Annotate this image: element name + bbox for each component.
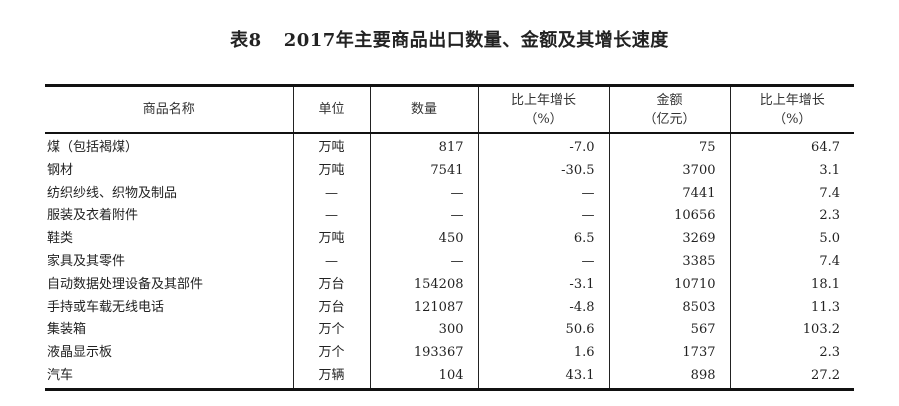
cell-amount-growth: 18.1 [729,273,854,297]
cell-amount: 3385 [608,250,730,274]
cell-quantity: — [369,250,478,274]
cell-amount-growth: 11.3 [729,296,854,320]
header-name: 商品名称 [142,102,195,117]
cell-unit: 万辆 [292,364,370,390]
cell-amount-growth: 27.2 [729,364,854,390]
cell-amount-growth: 5.0 [729,228,854,251]
cell-quantity-growth: -30.5 [477,159,609,183]
cell-unit: 万个 [292,342,370,365]
table-row: 煤（包括褐煤） 万吨 817 -7.0 75 64.7 [45,133,854,160]
cell-amount-growth: 7.4 [729,250,854,274]
cell-unit: — [292,205,370,229]
table-row: 纺织纱线、织物及制品 — — —7441 7.4 [45,182,854,206]
cell-amount: 10710 [608,273,730,297]
cell-unit: 万吨 [292,228,370,251]
cell-amount: 7441 [608,182,730,206]
cell-amount: 8503 [608,296,730,320]
cell-name: 家具及其零件 [47,253,126,269]
header-quantity-growth: 比上年增长 （%） [477,85,609,133]
cell-quantity-growth: 43.1 [477,364,609,390]
cell-amount: 3269 [608,228,730,251]
cell-unit: 万个 [292,319,370,343]
cell-unit: 万吨 [292,159,370,183]
cell-name: 汽车 [47,367,74,383]
header-line: （%） [524,111,563,127]
cell-quantity: 104 [369,364,478,390]
table-row: 手持或车载无线电话 万台 121087 -4.8 8503 11.3 [45,296,854,320]
cell-name: 纺织纱线、织物及制品 [47,185,178,201]
cell-quantity: 450 [369,228,478,251]
cell-name: 煤（包括褐煤） [47,140,139,155]
header-line: 金额 [656,92,683,108]
cell-quantity-growth: 50.6 [477,319,609,343]
header-line: 比上年增长 [759,92,825,108]
cell-quantity-growth: — [477,250,609,274]
export-table: 商品名称 单位 数量 比上年增长 （%） 金额 （亿元） 比上年增长 （%） 煤（包括… [45,84,854,391]
cell-quantity: — [369,182,478,206]
cell-amount: 75 [608,133,730,160]
cell-quantity-growth: -7.0 [477,133,609,160]
table-row: 钢材 万吨 7541 -30.5 3700 3.1 [45,159,854,183]
cell-quantity: 300 [369,319,478,343]
cell-unit: 万吨 [292,133,370,160]
cell-quantity-growth: -3.1 [477,273,609,297]
cell-amount-growth: 7.4 [729,182,854,206]
cell-amount-growth: 3.1 [729,159,854,183]
header-amount: 金额 （亿元） [608,85,730,133]
cell-unit: 万台 [292,296,370,320]
cell-quantity-growth: -4.8 [477,296,609,320]
cell-name: 鞋类 [47,231,74,247]
cell-quantity: 154208 [369,273,478,297]
table-title: 表8 2017年主要商品出口数量、金额及其增长速度 [0,26,899,52]
cell-unit: — [292,182,370,206]
table-row: 服装及衣着附件 — — —10656 2.3 [45,205,854,229]
table-number: 表8 [230,30,262,51]
cell-amount: 3700 [608,159,730,183]
header-line: 比上年增长 [510,92,576,108]
table-row: 液晶显示板 万个 193367 1.6 1737 2.3 [45,342,854,365]
cell-amount: 898 [608,364,730,390]
cell-name: 手持或车载无线电话 [47,299,165,315]
table-row: 家具及其零件 — — —3385 7.4 [45,250,854,274]
cell-name: 钢材 [47,162,74,178]
cell-name: 服装及衣着附件 [47,208,139,224]
header-line: （亿元） [643,111,696,127]
cell-quantity-growth: — [477,182,609,206]
cell-unit: — [292,250,370,274]
cell-quantity: 817 [369,133,478,160]
cell-amount-growth: 103.2 [729,319,854,343]
header-row: 商品名称 单位 数量 比上年增长 （%） 金额 （亿元） 比上年增长 （%） [45,85,854,133]
table-title-text: 2017年主要商品出口数量、金额及其增长速度 [283,30,669,51]
cell-name: 液晶显示板 [47,345,113,361]
table-row: 汽车 万辆 104 43.1 898 27.2 [45,364,854,390]
cell-quantity: 193367 [369,342,478,365]
header-quantity: 数量 [369,85,478,133]
cell-unit: 万台 [292,273,370,297]
cell-name: 自动数据处理设备及其部件 [47,276,204,292]
cell-name: 集装箱 [47,322,87,338]
cell-amount-growth: 2.3 [729,342,854,365]
cell-quantity-growth: 1.6 [477,342,609,365]
table-row: 鞋类 万吨 450 6.5 3269 5.0 [45,228,854,251]
cell-amount: 10656 [608,205,730,229]
table-row: 自动数据处理设备及其部件 万台 154208 -3.1 10710 18.1 [45,273,854,297]
table-row: 集装箱 万个 300 50.6 567 103.2 [45,319,854,343]
cell-amount-growth: 2.3 [729,205,854,229]
header-line: （%） [773,111,812,127]
cell-quantity-growth: 6.5 [477,228,609,251]
header-amount-growth: 比上年增长 （%） [729,85,854,133]
cell-quantity: 121087 [369,296,478,320]
cell-amount: 567 [608,319,730,343]
header-unit: 单位 [292,85,370,133]
cell-quantity-growth: — [477,205,609,229]
cell-quantity: 7541 [369,159,478,183]
cell-quantity: — [369,205,478,229]
cell-amount: 1737 [608,342,730,365]
cell-amount-growth: 64.7 [729,133,854,160]
